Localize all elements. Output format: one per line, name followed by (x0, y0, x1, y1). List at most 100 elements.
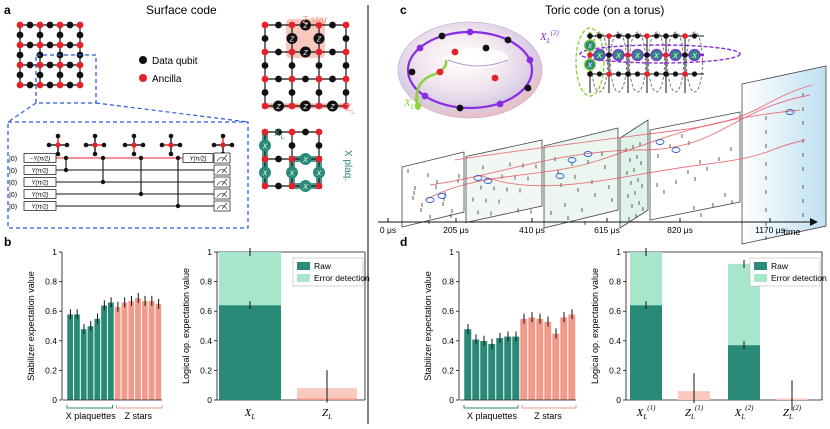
measurement (213, 176, 231, 188)
y-tick-label: 1 (616, 247, 621, 257)
cz-dot (138, 191, 144, 197)
meter-arc (216, 169, 228, 174)
ancilla-qubit (56, 21, 64, 29)
data-qubit (16, 51, 24, 59)
data-qubit (46, 41, 54, 49)
ancilla-qubit (342, 21, 350, 29)
meter-needle (221, 178, 228, 186)
sequence-ancilla (168, 142, 174, 148)
y-tick-label: 0.4 (45, 336, 57, 346)
torus-hole-rim (447, 59, 509, 67)
category-sub: L (642, 413, 647, 421)
circuit-ket: |0⟩ (9, 203, 18, 211)
z-gate-qubit (300, 46, 311, 58)
ancilla-qubit (315, 21, 323, 29)
z-gate-letter: Z (329, 104, 335, 111)
sequence-data-qubit (229, 142, 235, 148)
sequence-ancilla (220, 142, 226, 148)
data-qubit (342, 35, 350, 42)
toric-qubit (587, 71, 593, 77)
z-gate-qubit (300, 19, 311, 31)
panel-b-letter: b (4, 235, 11, 249)
stabilizer-bar (511, 336, 520, 401)
stabilizer-bar (87, 325, 94, 401)
toric-qubit (663, 52, 669, 58)
sequence-data-qubit (55, 133, 61, 139)
data-qubit (275, 75, 282, 83)
toric-qubit (606, 52, 612, 58)
data-qubit (342, 89, 350, 96)
ancilla-qubit (315, 182, 323, 190)
syndrome-frame (543, 127, 619, 229)
syndrome-event (473, 175, 483, 181)
cz-dot (175, 203, 181, 209)
torus-qubit (526, 56, 534, 64)
pre-gate (23, 153, 57, 163)
legend-data-qubit: Data qubit (152, 56, 198, 67)
sequence-data-qubit (220, 133, 226, 139)
torus-qubit (456, 104, 464, 112)
toric-data-qubit (634, 71, 641, 77)
z-star-highlight (286, 19, 325, 58)
time-tick-label: 820 μs (667, 225, 693, 235)
sequence-ancilla (55, 142, 61, 148)
ancilla-qubit (36, 21, 44, 29)
z-star-label: Z star (302, 15, 328, 26)
ancilla-qubit (288, 75, 296, 83)
z-group-label: Z stars (534, 411, 562, 421)
data-qubit (26, 81, 34, 89)
data-qubit (315, 62, 323, 69)
category-sup: (1) (695, 404, 704, 412)
panel-c-title: Toric code (on a torus) (545, 3, 664, 17)
data-qubit (261, 35, 269, 42)
meter-arc (216, 157, 228, 162)
toric-data-qubit (634, 33, 641, 39)
x-gate-letter: X (615, 53, 621, 60)
time-tick-label: 615 μs (594, 225, 620, 235)
ancilla-qubit (76, 61, 84, 69)
torus-qubit (504, 36, 512, 44)
x-gate-qubit (650, 48, 663, 62)
ancilla-qubit (288, 155, 296, 163)
data-qubit (288, 89, 296, 96)
data-qubit (288, 142, 296, 149)
stabilizer-bar (80, 328, 88, 401)
x-gate-letter: X (596, 53, 602, 60)
pre-gate-label: Y(π/2) (31, 181, 48, 187)
syndrome-event (655, 139, 665, 145)
y-tick-label: 0.8 (609, 277, 621, 287)
data-qubit (16, 71, 24, 79)
category-sup: (1) (647, 404, 656, 412)
data-qubit (46, 21, 54, 29)
ancilla-qubit (261, 48, 269, 56)
data-qubit (16, 31, 24, 39)
y-tick-label: 0.4 (442, 336, 454, 346)
correlation-curve (429, 94, 811, 186)
toric-data-qubit (653, 33, 660, 39)
toric-qubit (663, 33, 669, 39)
data-qubit (275, 155, 282, 163)
cz-dot (175, 155, 181, 161)
cz-dot (63, 155, 69, 161)
sequence-data-qubit (101, 142, 107, 148)
y-tick-label: 0 (449, 395, 454, 405)
post-gate-label: Y(π/2) (189, 157, 206, 163)
sequence-data-qubit (168, 151, 174, 157)
correlation-curve (479, 139, 806, 187)
data-qubit (76, 71, 84, 79)
torus-qubit (451, 48, 459, 56)
z-group-bracket (521, 405, 577, 409)
y-axis-label: Logical op. expectation value (590, 268, 600, 384)
toric-qubit (682, 33, 688, 39)
sequence-data-qubit (211, 142, 217, 148)
toric-qubit (644, 33, 650, 39)
y-axis-label: Stabilizer expectation value (423, 271, 433, 381)
pre-gate-label: −Y(π/2) (30, 157, 51, 163)
ancilla-qubit (261, 21, 269, 29)
ancilla-qubit (76, 81, 84, 89)
toric-data-qubit (615, 33, 622, 39)
x-gate-qubit (612, 48, 625, 62)
category-letter: X (734, 407, 743, 419)
sequence-data-qubit (92, 133, 98, 139)
time-tick-label: 205 μs (443, 225, 469, 235)
